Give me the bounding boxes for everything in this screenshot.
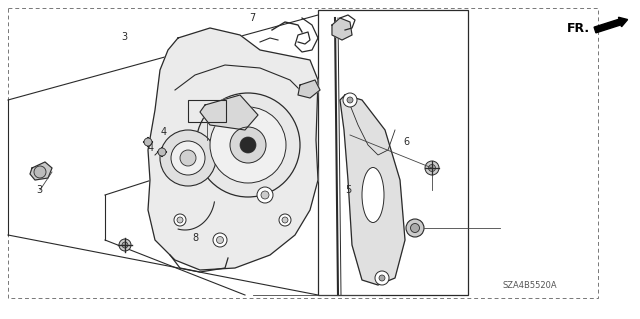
Text: 5: 5 [346, 185, 352, 195]
FancyArrow shape [594, 17, 628, 33]
Circle shape [257, 187, 273, 203]
Ellipse shape [362, 167, 384, 222]
Text: 3: 3 [36, 185, 43, 195]
Circle shape [375, 271, 389, 285]
Polygon shape [332, 18, 352, 40]
Circle shape [122, 242, 128, 248]
Circle shape [160, 130, 216, 186]
Circle shape [406, 219, 424, 237]
Circle shape [174, 214, 186, 226]
Polygon shape [340, 95, 405, 285]
Polygon shape [298, 80, 320, 98]
Bar [318, 10, 468, 295]
Circle shape [282, 217, 288, 223]
Circle shape [119, 239, 131, 251]
Text: 4: 4 [160, 127, 166, 137]
Polygon shape [148, 28, 318, 270]
Circle shape [379, 275, 385, 281]
Circle shape [230, 127, 266, 163]
Text: 7: 7 [250, 12, 256, 23]
Circle shape [279, 214, 291, 226]
Polygon shape [200, 95, 258, 130]
Text: 8: 8 [192, 233, 198, 243]
Text: SZA4B5520A: SZA4B5520A [502, 280, 557, 290]
Circle shape [261, 191, 269, 199]
Circle shape [196, 93, 300, 197]
Text: FR.: FR. [567, 21, 590, 34]
Circle shape [177, 217, 183, 223]
Circle shape [410, 224, 419, 233]
Text: 4: 4 [147, 143, 154, 153]
Polygon shape [30, 162, 52, 180]
Circle shape [171, 141, 205, 175]
Circle shape [429, 165, 435, 172]
Circle shape [210, 107, 286, 183]
Circle shape [216, 236, 223, 243]
Circle shape [180, 150, 196, 166]
Circle shape [213, 233, 227, 247]
Circle shape [343, 93, 357, 107]
Text: 6: 6 [403, 137, 410, 147]
Circle shape [347, 97, 353, 103]
Text: 3: 3 [122, 32, 128, 42]
Circle shape [158, 148, 166, 156]
Circle shape [240, 137, 256, 153]
Bar [188, 100, 226, 122]
Circle shape [144, 138, 152, 146]
Circle shape [34, 166, 46, 178]
Circle shape [425, 161, 439, 175]
